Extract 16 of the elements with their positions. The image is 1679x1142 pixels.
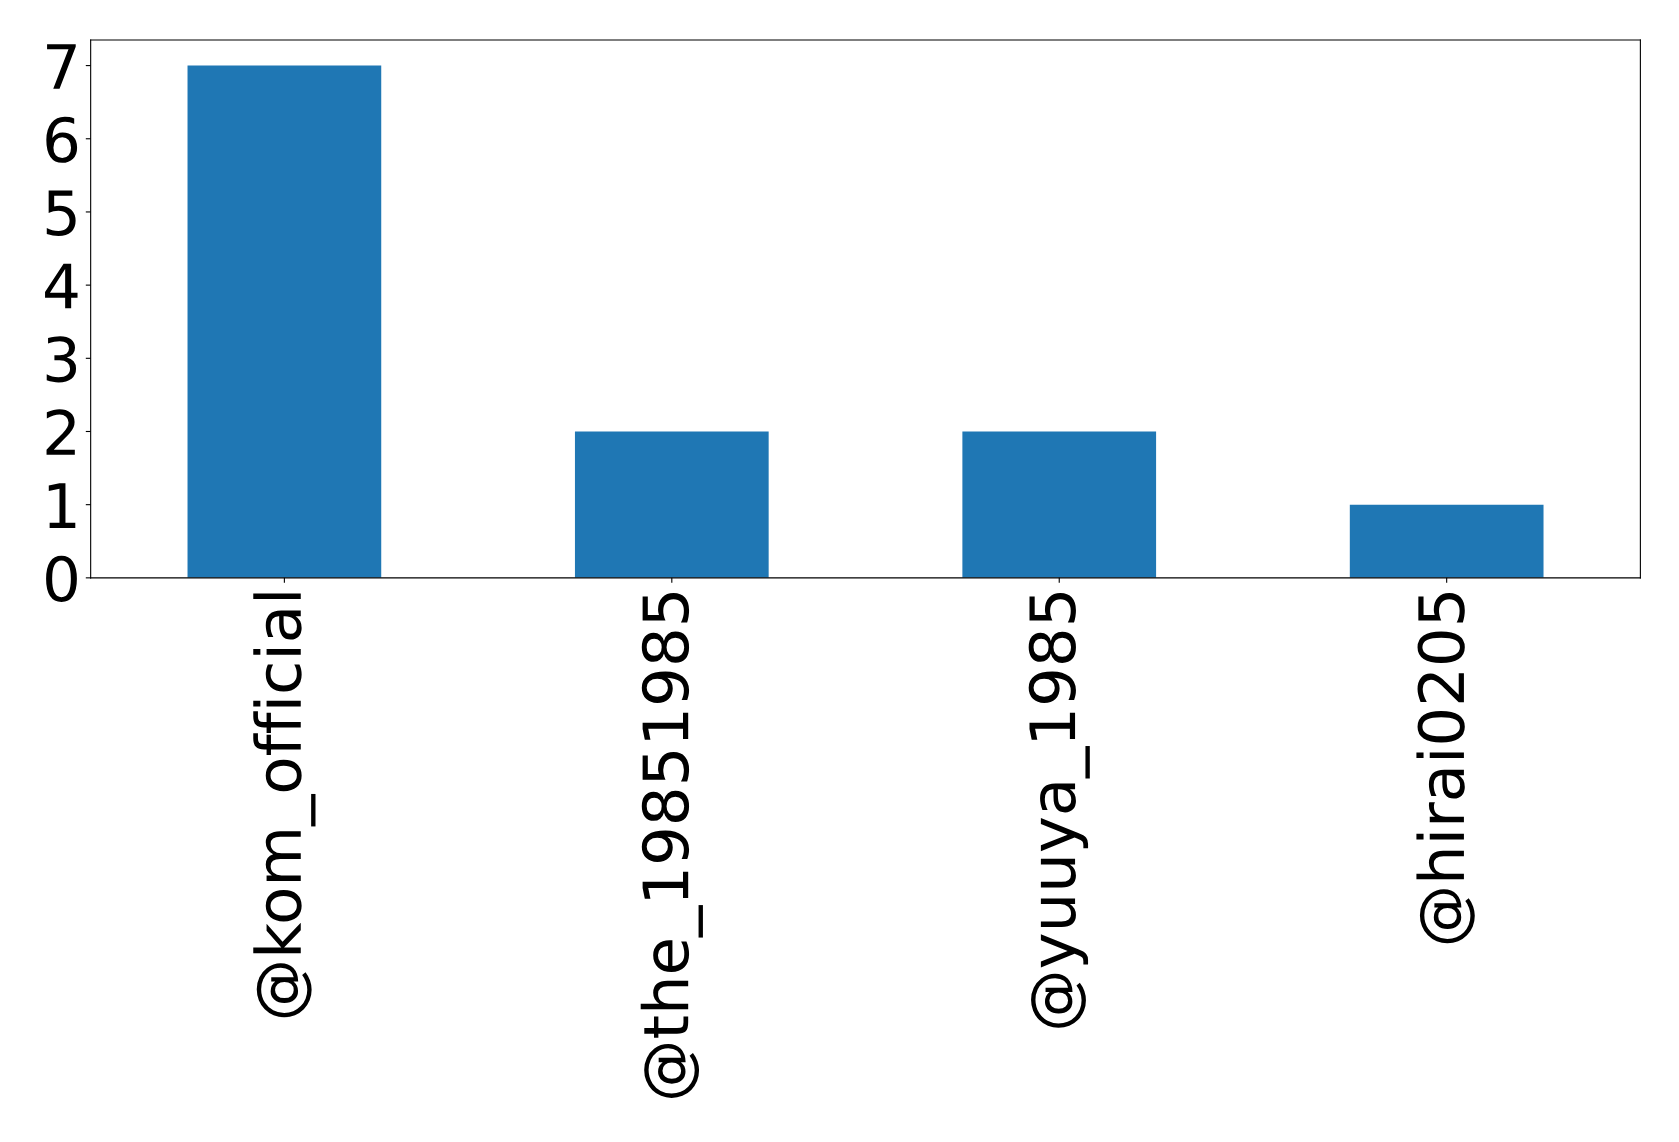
bar bbox=[1349, 504, 1544, 578]
y-tick-label: 1 bbox=[48, 483, 76, 528]
y-tick-label: 3 bbox=[46, 336, 77, 383]
y-tick-label: 0 bbox=[46, 555, 77, 602]
y-tick-label: 5 bbox=[46, 190, 76, 237]
y-tick-label: 2 bbox=[46, 409, 75, 455]
bar bbox=[187, 65, 382, 578]
x-tick-label: @the_19851985 bbox=[640, 593, 703, 1098]
bar bbox=[574, 431, 769, 578]
x-tick-label: @kom_official bbox=[253, 593, 316, 1018]
bar bbox=[962, 431, 1157, 578]
y-tick-label: 4 bbox=[45, 263, 78, 309]
x-tick-label: @hirai0205 bbox=[1416, 593, 1475, 944]
y-tick-label: 6 bbox=[46, 116, 78, 163]
x-tick-label: @yuuya_1985 bbox=[1028, 593, 1090, 1028]
y-tick-label: 7 bbox=[47, 44, 76, 89]
